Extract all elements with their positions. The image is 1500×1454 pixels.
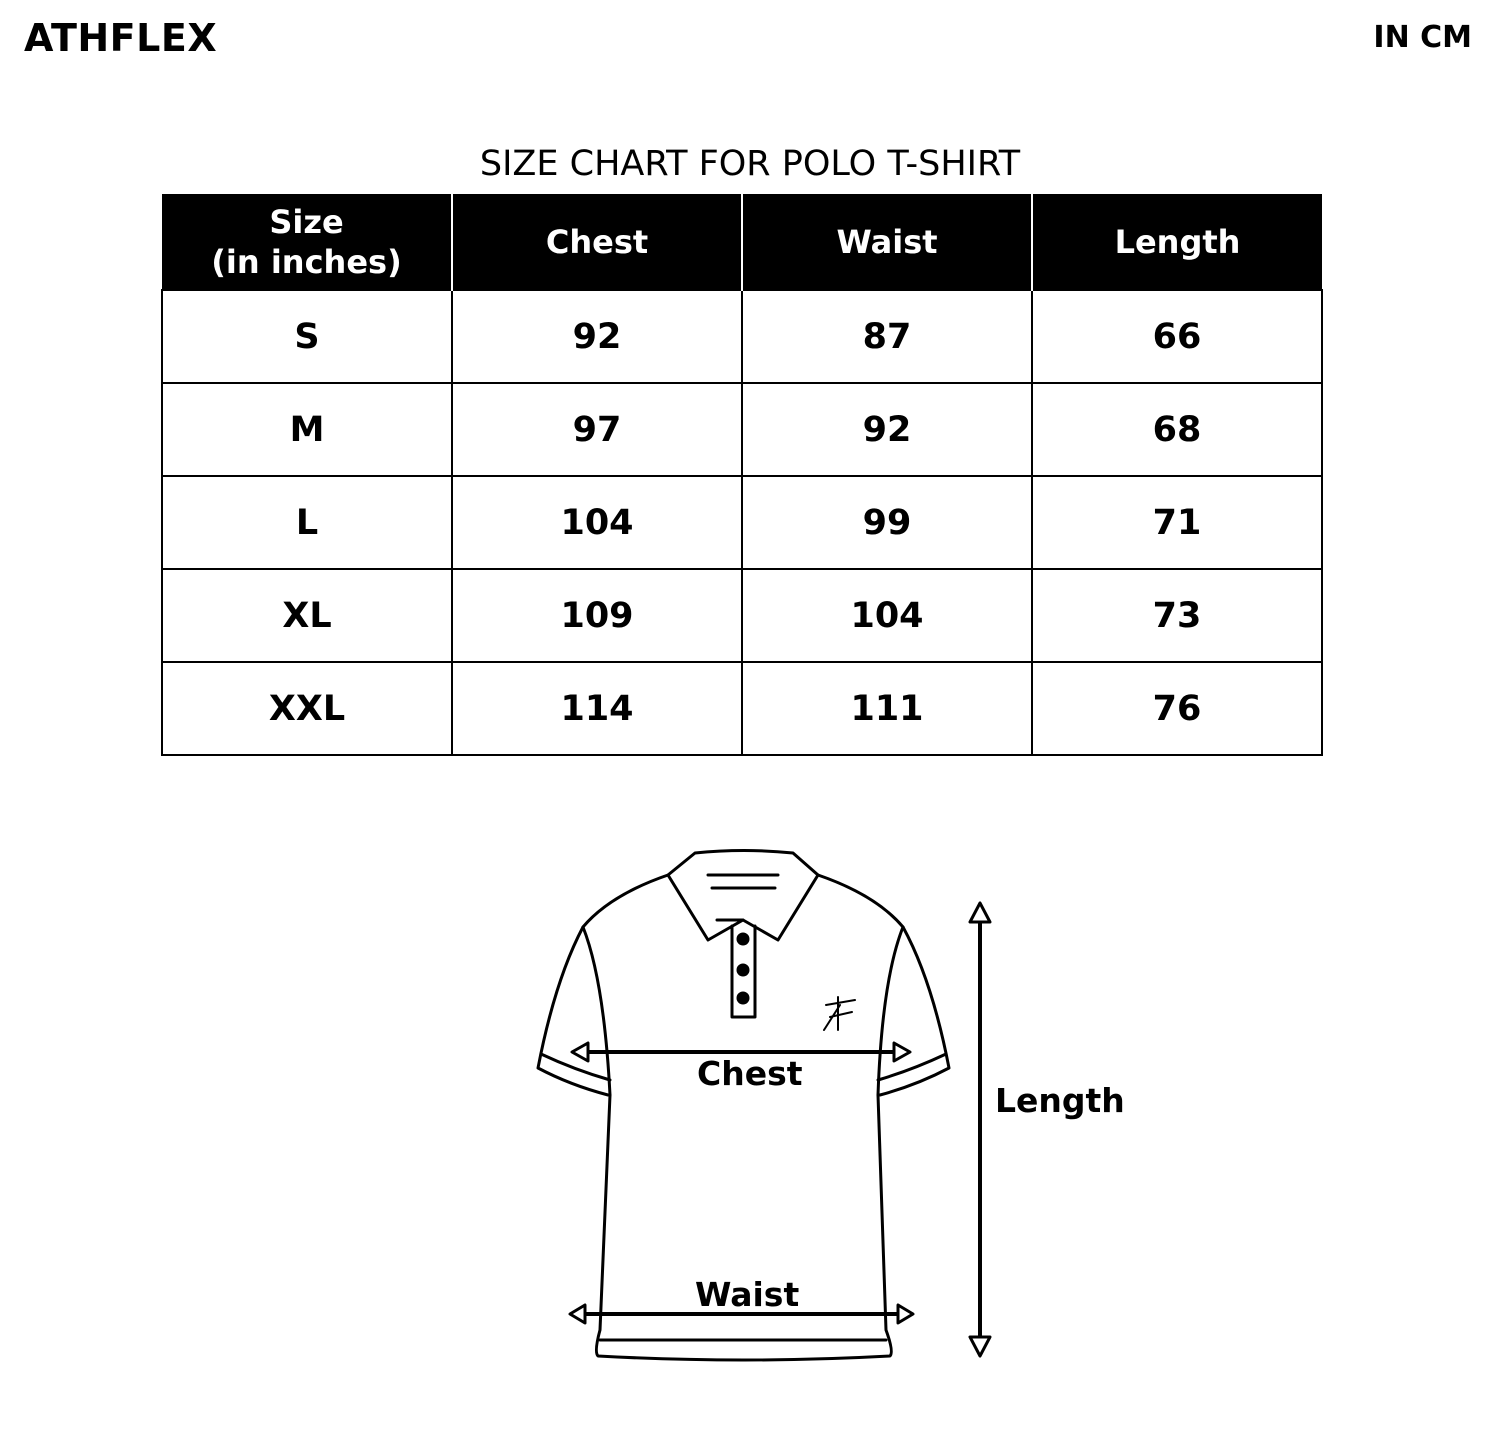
chest-label: Chest xyxy=(697,1054,803,1093)
column-header-waist: Waist xyxy=(741,194,1032,290)
length-cell: 68 xyxy=(1031,382,1323,477)
column-header-chest: Chest xyxy=(451,194,742,290)
chest-arrow-icon xyxy=(570,1041,912,1063)
chest-cell: 109 xyxy=(451,568,743,663)
table-header-row: Size (in inches) Chest Waist Length xyxy=(162,194,1322,290)
waist-arrow-icon xyxy=(568,1303,915,1325)
length-arrow-icon xyxy=(968,901,992,1358)
shirt-outline xyxy=(536,849,951,1362)
table-row: L 104 99 71 xyxy=(161,475,1323,570)
table-row: M 97 92 68 xyxy=(161,382,1323,477)
size-cell: XXL xyxy=(161,661,453,756)
waist-cell: 104 xyxy=(741,568,1033,663)
length-cell: 66 xyxy=(1031,289,1323,384)
brand-logo: ATHFLEX xyxy=(24,16,218,60)
waist-cell: 111 xyxy=(741,661,1033,756)
waist-cell: 87 xyxy=(741,289,1033,384)
page-title: SIZE CHART FOR POLO T-SHIRT xyxy=(479,144,1021,184)
chest-cell: 104 xyxy=(451,475,743,570)
column-header-length: Length xyxy=(1031,194,1322,290)
waist-cell: 99 xyxy=(741,475,1033,570)
table-row: S 92 87 66 xyxy=(161,289,1323,384)
size-cell: XL xyxy=(161,568,453,663)
button-icon xyxy=(736,932,750,946)
chest-cell: 114 xyxy=(451,661,743,756)
table-row: XL 109 104 73 xyxy=(161,568,1323,663)
unit-label: IN CM xyxy=(1373,20,1472,55)
waist-cell: 92 xyxy=(741,382,1033,477)
logo-mark-icon xyxy=(823,996,856,1031)
table-row: XXL 114 111 76 xyxy=(161,661,1323,756)
length-cell: 76 xyxy=(1031,661,1323,756)
chest-cell: 97 xyxy=(451,382,743,477)
chest-cell: 92 xyxy=(451,289,743,384)
column-header-size: Size (in inches) xyxy=(162,194,452,290)
button-icon xyxy=(736,991,750,1005)
length-cell: 71 xyxy=(1031,475,1323,570)
size-cell: M xyxy=(161,382,453,477)
size-cell: S xyxy=(161,289,453,384)
length-cell: 73 xyxy=(1031,568,1323,663)
waist-label: Waist xyxy=(695,1275,800,1314)
size-cell: L xyxy=(161,475,453,570)
length-label: Length xyxy=(995,1081,1125,1120)
button-icon xyxy=(736,963,750,977)
size-table: Size (in inches) Chest Waist Length S 92 8… xyxy=(161,194,1323,756)
